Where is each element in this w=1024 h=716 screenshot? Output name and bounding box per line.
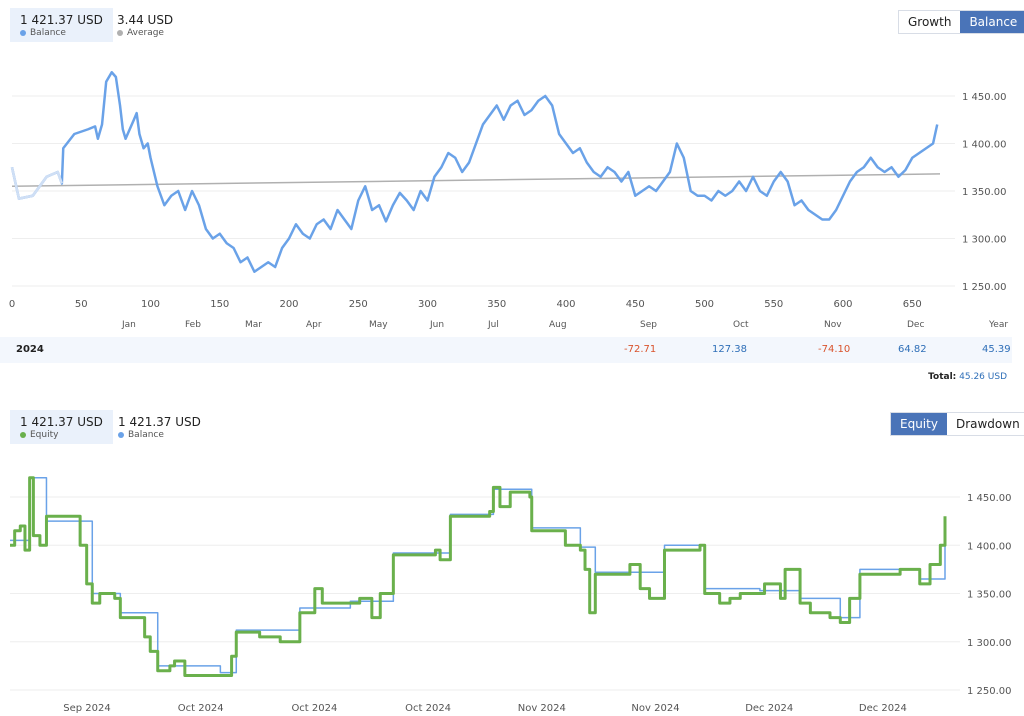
month-label: Jan <box>122 320 136 330</box>
month-label: Apr <box>306 320 322 330</box>
x-tick-label: Dec 2024 <box>859 703 907 714</box>
balance-value: 1 421.37 USD <box>20 13 103 27</box>
equity-button[interactable]: Equity <box>891 413 947 435</box>
year-label: 2024 <box>16 344 44 355</box>
balance2-value: 1 421.37 USD <box>118 415 201 429</box>
x-tick-label: 250 <box>349 299 368 310</box>
month-label: Mar <box>245 320 262 330</box>
equity-mode-toggle: Equity Drawdown <box>890 412 1024 436</box>
nov-value: -74.10 <box>818 344 851 355</box>
balance-line-initial <box>10 166 64 201</box>
balance2-label: Balance <box>128 430 164 440</box>
x-tick-label: 200 <box>279 299 298 310</box>
x-tick-label: 150 <box>210 299 229 310</box>
dec-value: 64.82 <box>898 344 927 355</box>
x-tick-label: Sep 2024 <box>63 703 110 714</box>
x-tick-label: Oct 2024 <box>405 703 451 714</box>
average-label: Average <box>127 28 164 38</box>
month-label: Sep <box>640 320 657 330</box>
total-label: Total: <box>928 372 957 382</box>
y-tick-label: 1 350.00 <box>962 187 1007 198</box>
y-tick-label: 1 450.00 <box>962 92 1007 103</box>
growth-button[interactable]: Growth <box>908 15 952 29</box>
oct-value: 127.38 <box>712 344 747 355</box>
equity-line <box>10 476 947 678</box>
x-tick-label: 350 <box>487 299 506 310</box>
equity-dot-icon <box>20 431 26 438</box>
x-tick-label: 450 <box>626 299 645 310</box>
y-tick-label: 1 250.00 <box>967 686 1012 697</box>
balance-dot-icon <box>20 29 26 36</box>
month-label: Oct <box>733 320 749 330</box>
x-tick-label: 600 <box>833 299 852 310</box>
average-line <box>11 173 941 187</box>
x-tick-label: 500 <box>695 299 714 310</box>
month-label: Aug <box>549 320 567 330</box>
year-row: 2024 -72.71 127.38 -74.10 64.82 45.39 <box>0 337 1012 363</box>
month-label: Year <box>989 320 1009 330</box>
month-label: May <box>369 320 388 330</box>
y-tick-label: 1 400.00 <box>962 140 1007 151</box>
chart-mode-toggle: Growth Balance <box>898 10 1024 34</box>
balance-stat[interactable]: 1 421.37 USD Balance <box>10 8 113 42</box>
x-tick-label: 0 <box>9 299 15 310</box>
equity-value: 1 421.37 USD <box>20 415 103 429</box>
y-tick-label: 1 300.00 <box>967 638 1012 649</box>
average-stat[interactable]: 3.44 USD Average <box>107 8 183 42</box>
month-label: Jul <box>488 320 499 330</box>
x-tick-label: Oct 2024 <box>291 703 337 714</box>
drawdown-button[interactable]: Drawdown <box>955 417 1020 431</box>
balance-line <box>10 71 939 273</box>
balance2-stat[interactable]: 1 421.37 USD Balance <box>108 410 211 444</box>
total: Total: 45.26 USD <box>928 372 1007 382</box>
equity-stat[interactable]: 1 421.37 USD Equity <box>10 410 113 444</box>
y-tick-label: 1 350.00 <box>967 590 1012 601</box>
balance-label: Balance <box>30 28 66 38</box>
x-tick-label: Oct 2024 <box>178 703 224 714</box>
x-tick-label: 400 <box>556 299 575 310</box>
sep-value: -72.71 <box>624 344 657 355</box>
y-tick-label: 1 450.00 <box>967 493 1012 504</box>
x-tick-label: 50 <box>75 299 88 310</box>
x-tick-label: 650 <box>903 299 922 310</box>
balance-button[interactable]: Balance <box>960 11 1024 33</box>
month-label: Feb <box>185 320 201 330</box>
x-tick-label: 300 <box>418 299 437 310</box>
y-tick-label: 1 400.00 <box>967 541 1012 552</box>
total-value: 45.26 USD <box>959 372 1007 382</box>
average-value: 3.44 USD <box>117 13 174 27</box>
x-tick-label: 100 <box>141 299 160 310</box>
balance2-dot-icon <box>118 431 124 438</box>
x-tick-label: 550 <box>764 299 783 310</box>
month-label: Dec <box>907 320 925 330</box>
balance-chart: 1 450.00 1 400.00 1 350.00 1 300.00 1 250.00… <box>9 71 1007 310</box>
month-label: Jun <box>430 320 445 330</box>
y-tick-label: 1 250.00 <box>962 282 1007 293</box>
x-tick-label: Nov 2024 <box>518 703 566 714</box>
y-tick-label: 1 300.00 <box>962 235 1007 246</box>
month-label: Nov <box>824 320 842 330</box>
average-dot-icon <box>117 29 123 36</box>
x-tick-label: Dec 2024 <box>745 703 793 714</box>
x-tick-label: Nov 2024 <box>631 703 679 714</box>
equity-label: Equity <box>30 430 59 440</box>
year-total-value: 45.39 <box>982 344 1011 355</box>
